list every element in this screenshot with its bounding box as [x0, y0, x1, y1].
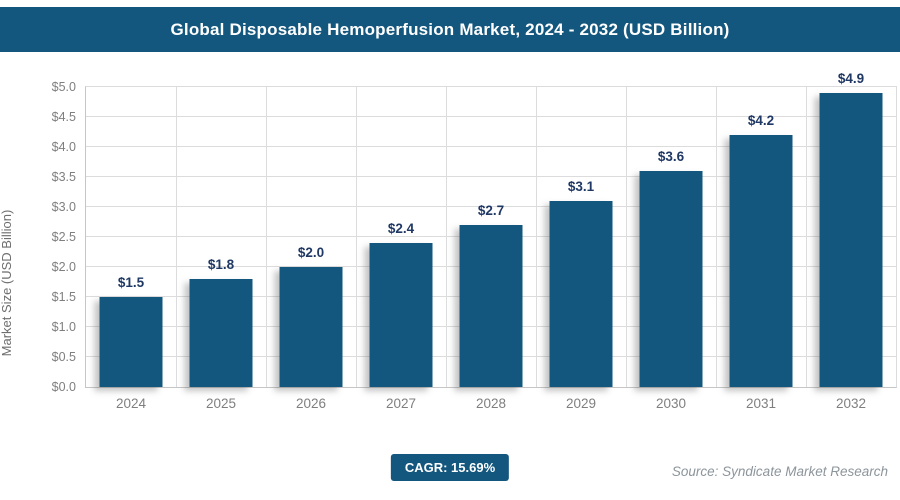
source-note: Source: Syndicate Market Research	[671, 464, 888, 479]
v-gridline	[266, 87, 267, 387]
x-tick-label: 2031	[745, 396, 777, 411]
bar-2024	[99, 297, 163, 387]
y-tick-label: $5.0	[51, 80, 76, 94]
v-gridline	[536, 87, 537, 387]
bar-value-label: $3.6	[657, 149, 685, 164]
bar-2032	[819, 93, 883, 387]
cagr-badge: CAGR: 15.69%	[390, 454, 510, 481]
x-tick-label: 2028	[475, 396, 507, 411]
y-tick-label: $4.0	[51, 140, 76, 154]
y-tick-label: $3.0	[51, 200, 76, 214]
plot-area: $0.0 $0.5 $1.0 $1.5 $2.0 $2.5 $3.0 $3.5 $4.0 $4.5…	[52, 71, 897, 411]
x-tick-label: 2029	[565, 396, 597, 411]
bar-value-label: $3.1	[567, 179, 595, 194]
v-gridline	[806, 87, 807, 387]
v-gridline	[446, 87, 447, 387]
bar-value-label: $2.7	[477, 203, 505, 218]
x-tick-label: 2024	[115, 396, 147, 411]
y-tick-label: $2.0	[51, 260, 76, 274]
x-tick-label: 2030	[655, 396, 687, 411]
x-tick-label: 2025	[205, 396, 237, 411]
h-gridline	[86, 116, 896, 117]
v-gridline	[176, 87, 177, 387]
bar-value-label: $4.9	[837, 71, 865, 86]
bar-2026	[279, 267, 343, 387]
y-tick-label: $1.5	[51, 290, 76, 304]
h-gridline	[86, 86, 896, 87]
bar-2028	[459, 225, 523, 387]
chart-title-bar: Global Disposable Hemoperfusion Market, …	[0, 7, 900, 52]
x-tick-label: 2027	[385, 396, 417, 411]
y-axis-title: Market Size (USD Billion)	[0, 209, 14, 357]
x-tick-label: 2032	[835, 396, 867, 411]
v-gridline	[625, 87, 627, 387]
bar-2030	[639, 171, 703, 387]
h-gridline	[86, 206, 896, 207]
bar-2025	[189, 279, 253, 387]
bar-value-label: $2.4	[387, 221, 415, 236]
bar-value-label: $1.5	[117, 275, 145, 290]
y-tick-label: $4.5	[51, 110, 76, 124]
y-tick-label: $1.0	[51, 320, 76, 334]
v-gridline	[355, 87, 357, 387]
bar-value-label: $1.8	[207, 257, 235, 272]
h-gridline	[86, 146, 896, 147]
y-tick-label: $0.5	[51, 350, 76, 364]
bar-value-label: $4.2	[747, 113, 775, 128]
y-tick-label: $3.5	[51, 170, 76, 184]
y-tick-label: $2.5	[51, 230, 76, 244]
y-tick-label: $0.0	[51, 380, 76, 394]
bar-2029	[549, 201, 613, 387]
v-gridline	[896, 87, 897, 387]
bar-2031	[729, 135, 793, 387]
bar-chart: Market Size (USD Billion) $0.0 $0.5 $1.0 $1…	[0, 52, 900, 432]
chart-title: Global Disposable Hemoperfusion Market, …	[170, 19, 730, 39]
bar-value-label: $2.0	[297, 245, 325, 260]
bar-2027	[369, 243, 433, 387]
x-tick-label: 2026	[295, 396, 327, 411]
v-gridline	[716, 87, 717, 387]
h-gridline	[86, 176, 896, 177]
